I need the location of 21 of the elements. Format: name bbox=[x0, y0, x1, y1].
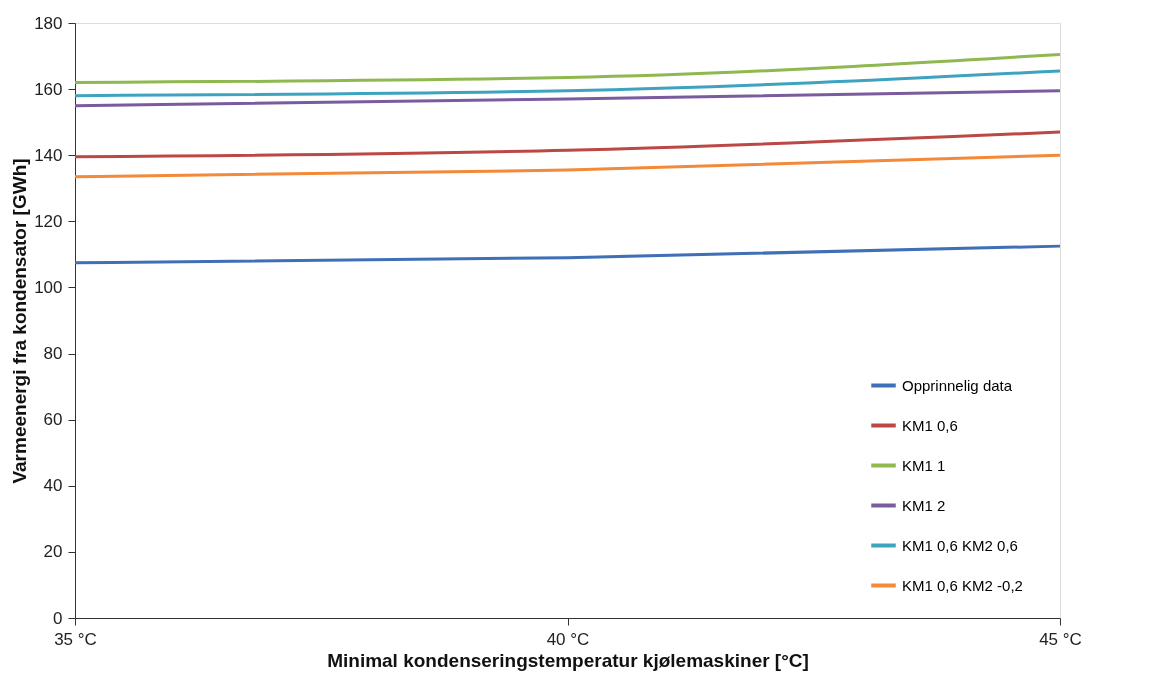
legend-label: KM1 1 bbox=[902, 456, 946, 474]
y-tick-label: 140 bbox=[34, 145, 63, 165]
y-tick-label: 20 bbox=[43, 542, 63, 562]
y-tick-label: 180 bbox=[34, 13, 63, 33]
y-axis-title: Varmeenergi fra kondensator [GWh] bbox=[9, 158, 31, 484]
legend-label: KM1 0,6 bbox=[902, 416, 958, 434]
y-tick-label: 120 bbox=[34, 211, 63, 231]
legend-label: KM1 0,6 KM2 0,6 bbox=[902, 536, 1018, 554]
y-tick-label: 160 bbox=[34, 79, 63, 99]
y-tick-label: 0 bbox=[53, 608, 63, 628]
legend-label: Opprinnelig data bbox=[902, 376, 1013, 394]
x-axis-title: Minimal kondenseringstemperatur kjølemaskiner [°C] bbox=[327, 649, 809, 671]
y-tick-label: 80 bbox=[43, 344, 63, 364]
x-tick-label: 45 °C bbox=[1039, 629, 1082, 649]
legend-label: KM1 2 bbox=[902, 496, 946, 514]
y-tick-label: 40 bbox=[43, 476, 63, 496]
x-tick-label: 40 °C bbox=[546, 629, 590, 649]
legend-label: KM1 0,6 KM2 -0,2 bbox=[902, 576, 1023, 594]
x-tick-label: 35 °C bbox=[54, 629, 97, 649]
y-tick-label: 60 bbox=[43, 410, 63, 430]
y-tick-label: 100 bbox=[34, 277, 63, 297]
